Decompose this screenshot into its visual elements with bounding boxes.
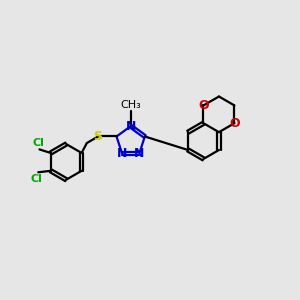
- Text: Cl: Cl: [31, 174, 43, 184]
- Text: S: S: [94, 130, 103, 143]
- Text: O: O: [229, 117, 240, 130]
- Text: Cl: Cl: [32, 138, 44, 148]
- Text: N: N: [117, 147, 127, 160]
- Text: CH₃: CH₃: [120, 100, 141, 110]
- Text: O: O: [198, 99, 209, 112]
- Text: N: N: [125, 120, 136, 133]
- Text: N: N: [134, 147, 145, 160]
